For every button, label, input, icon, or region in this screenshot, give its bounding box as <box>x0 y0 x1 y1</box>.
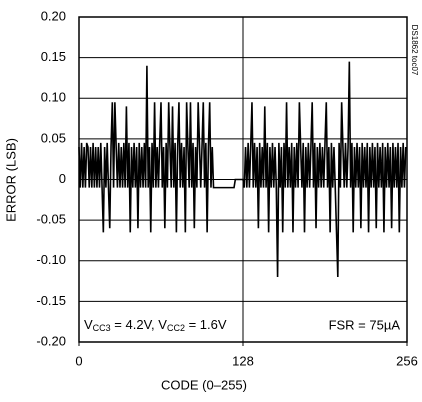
condition-annotation: VCC3 = 4.2V, VCC2 = 1.6V <box>84 317 227 333</box>
y-tick-label: 0.05 <box>41 130 66 145</box>
fsr-annotation: FSR = 75µA <box>329 317 401 332</box>
side-note: DS1862 toc07 <box>410 25 419 76</box>
y-tick-label: 0.15 <box>41 49 66 64</box>
subscript: CC2 <box>167 323 185 333</box>
x-tick-label: 256 <box>396 353 418 368</box>
x-axis-title: CODE (0–255) <box>161 377 247 392</box>
x-tick-label: 0 <box>75 353 82 368</box>
annotation-text: = 4.2V, V <box>111 317 168 332</box>
plot-frame <box>78 16 408 343</box>
data-line <box>78 61 407 278</box>
x-tick-label: 128 <box>232 353 254 368</box>
y-tick-label: -0.05 <box>36 212 66 227</box>
y-tick-label: -0.10 <box>36 252 66 267</box>
y-tick-label: 0.10 <box>41 90 66 105</box>
annotation-text: V <box>84 317 93 332</box>
y-tick-label: -0.15 <box>36 293 66 308</box>
y-tick-label: 0.20 <box>41 8 66 23</box>
y-axis-title: ERROR (LSB) <box>3 138 18 222</box>
y-tick-label: -0.20 <box>36 333 66 348</box>
subscript: CC3 <box>93 323 111 333</box>
annotation-text: = 1.6V <box>185 317 227 332</box>
y-tick-label: 0 <box>59 171 66 186</box>
